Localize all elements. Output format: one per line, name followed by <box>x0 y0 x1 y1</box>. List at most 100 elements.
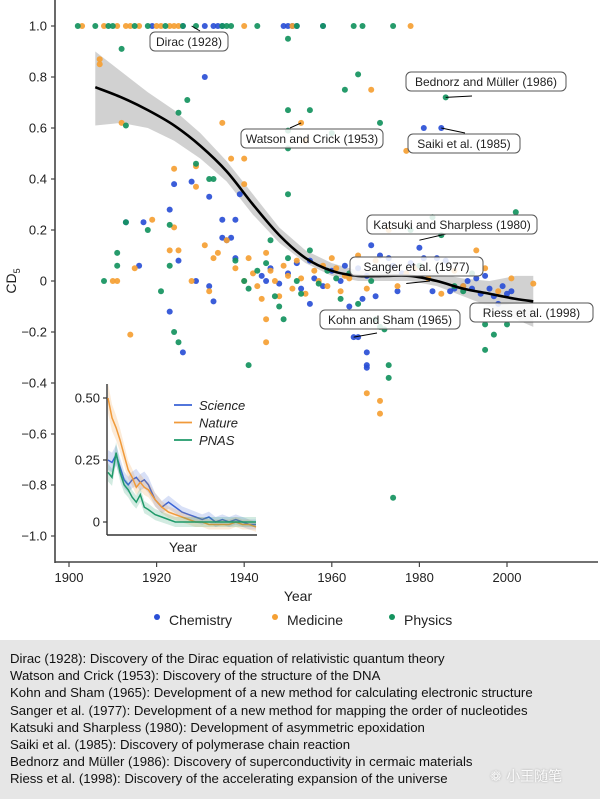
annotation-leader <box>289 122 302 129</box>
data-point-medicine <box>127 331 134 338</box>
data-point-physics <box>144 227 151 233</box>
data-point-physics <box>337 295 344 302</box>
y-tick-label: −0.2 <box>21 325 47 340</box>
data-point-medicine <box>175 247 182 254</box>
watermark: ❁ 小王随笔 <box>490 766 562 786</box>
data-point-physics <box>293 278 300 284</box>
data-point-chemistry <box>258 272 265 279</box>
data-point-medicine <box>271 278 278 284</box>
data-point-medicine <box>324 283 331 290</box>
data-point-chemistry <box>482 272 489 279</box>
x-tick-label: 1900 <box>55 570 84 585</box>
data-point-chemistry <box>188 178 195 185</box>
data-point-medicine <box>166 23 173 29</box>
data-point-physics <box>118 45 125 52</box>
data-point-medicine <box>311 267 318 274</box>
data-point-physics <box>105 23 112 29</box>
data-point-medicine <box>363 390 370 397</box>
inset-x-axis-title: Year <box>169 539 198 555</box>
data-point-medicine <box>346 275 353 282</box>
data-point-medicine <box>377 397 383 404</box>
data-point-medicine <box>394 283 401 290</box>
data-point-chemistry <box>232 216 239 223</box>
data-point-physics <box>131 23 138 29</box>
data-point-physics <box>385 374 392 381</box>
y-ticks: 1.0 0.8 0.6 0.4 0.2 0 −0.2 −0.4 −0.6 −0.8 −1.0 <box>21 19 55 544</box>
data-point-medicine <box>438 290 445 297</box>
data-point-physics <box>320 23 326 29</box>
data-point-physics <box>122 219 129 226</box>
annotation-box <box>469 302 594 323</box>
legend-label: Medicine <box>287 612 343 628</box>
inset-line <box>107 397 257 528</box>
annotation-label: Riess et al. (1998) <box>469 302 594 323</box>
watermark-text: 小王随笔 <box>506 769 563 785</box>
trend-layer <box>94 85 534 303</box>
data-point-medicine <box>302 290 309 297</box>
data-point-physics <box>245 285 252 292</box>
data-point-medicine <box>363 285 370 292</box>
caption-box: Dirac (1928): Discovery of the Dirac equ… <box>0 640 600 799</box>
data-point-chemistry <box>149 23 156 29</box>
data-point-medicine <box>495 288 502 295</box>
data-point-medicine <box>122 23 129 29</box>
data-point-medicine <box>188 278 195 284</box>
data-point-physics <box>490 331 497 338</box>
data-point-medicine <box>250 270 256 277</box>
y-tick-label: 0.4 <box>29 172 47 187</box>
inset-band <box>108 383 256 532</box>
x-tick-label: 1960 <box>317 570 346 585</box>
data-point-chemistry <box>175 257 182 264</box>
data-point-medicine <box>136 23 143 29</box>
data-point-medicine <box>473 247 480 254</box>
data-point-chemistry <box>473 275 480 282</box>
data-point-chemistry <box>298 285 305 292</box>
data-point-medicine <box>241 23 248 29</box>
data-point-physics <box>228 23 235 29</box>
legend-item-medicine: Medicine <box>272 612 343 628</box>
data-point-chemistry <box>486 285 493 292</box>
annotation-leader <box>191 25 201 32</box>
data-point-medicine <box>153 23 160 29</box>
inset-chart: 0.50 0.25 0 Year Science Nature PNAS <box>60 380 265 558</box>
y-tick-label: −1.0 <box>21 529 47 544</box>
annotation-label: Watson and Crick (1953) <box>240 122 384 149</box>
data-point-physics <box>254 23 261 29</box>
data-point-physics <box>276 303 283 310</box>
data-point-chemistry <box>228 234 235 241</box>
data-point-chemistry <box>285 23 291 29</box>
data-point-medicine <box>263 316 270 323</box>
x-ticks: 1900 1920 1940 1960 1980 2000 <box>55 562 521 585</box>
data-point-medicine <box>175 23 182 29</box>
legend-marker <box>154 614 160 620</box>
data-point-medicine <box>127 23 134 29</box>
data-point-physics <box>341 86 348 93</box>
data-point-chemistry <box>420 125 427 131</box>
annotation-box <box>349 256 484 277</box>
data-point-chemistry <box>504 290 510 297</box>
data-point-chemistry <box>171 181 178 188</box>
data-point-physics <box>109 23 116 29</box>
data-point-medicine <box>232 265 239 272</box>
data-point-chemistry <box>499 283 506 290</box>
data-point-chemistry <box>166 206 173 213</box>
y-tick-label: 1.0 <box>29 19 47 34</box>
annotation-text: Saiki et al. (1985) <box>417 137 510 151</box>
data-point-physics <box>482 346 489 353</box>
legend-marker <box>389 614 395 620</box>
data-point-chemistry <box>206 283 213 290</box>
y-tick-label: 0.2 <box>29 223 47 238</box>
data-point-physics <box>223 23 230 29</box>
data-point-chemistry <box>464 278 471 284</box>
data-point-physics <box>359 23 366 29</box>
data-point-physics <box>210 176 217 182</box>
data-point-physics <box>144 23 151 29</box>
data-point-medicine <box>206 288 213 295</box>
annotation-text: Kohn and Sham (1965) <box>328 313 452 327</box>
data-point-chemistry <box>372 293 379 300</box>
inset-line <box>107 452 256 523</box>
inset-background <box>60 380 265 558</box>
y-tick-label: −0.6 <box>21 427 47 442</box>
inset-series-pnas <box>107 442 256 527</box>
data-point-medicine <box>280 262 287 269</box>
